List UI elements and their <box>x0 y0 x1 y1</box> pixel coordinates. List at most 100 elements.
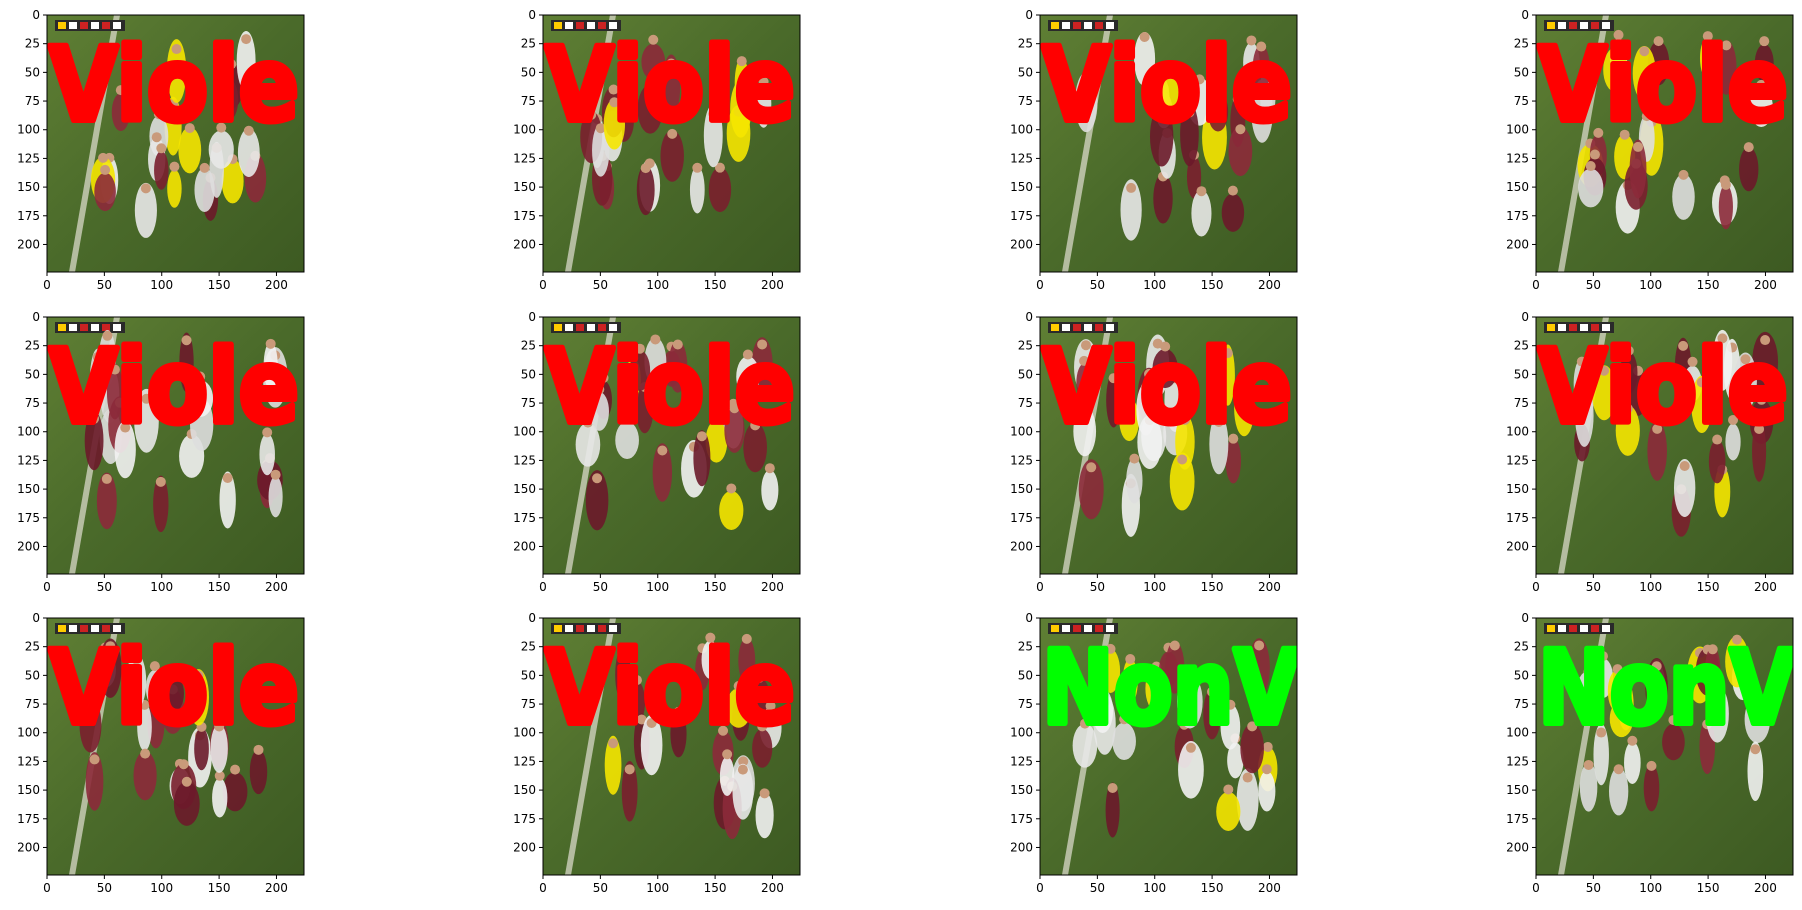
player-figure <box>575 422 601 467</box>
y-tick-label: 0 <box>528 310 536 324</box>
player-head <box>98 152 109 163</box>
y-tick-label: 0 <box>1521 310 1529 324</box>
player-head <box>741 633 752 644</box>
x-tick-label: 150 <box>208 580 231 594</box>
y-tick-label: 100 <box>513 425 536 439</box>
player-head <box>696 431 707 442</box>
player-head <box>722 749 733 760</box>
y-tick-label: 150 <box>1010 783 1033 797</box>
scoreboard-segment <box>1569 324 1577 331</box>
axes-frame <box>1535 617 1794 876</box>
frame-label: Viole <box>49 629 299 748</box>
x-tick-label: 100 <box>150 580 173 594</box>
player-head <box>742 349 753 360</box>
scoreboard-segment <box>91 625 99 632</box>
player-head <box>1668 715 1679 726</box>
scoreboard-segment <box>1580 625 1588 632</box>
y-tick-label: 125 <box>513 754 536 768</box>
player-figure <box>1220 703 1241 750</box>
x-tick-label: 0 <box>43 580 51 594</box>
player-figure <box>1725 635 1749 688</box>
player-head <box>1756 79 1767 90</box>
player-head <box>1165 68 1176 79</box>
player-head <box>1246 35 1257 46</box>
x-tick-label: 0 <box>1532 580 1540 594</box>
y-tick-label: 0 <box>528 8 536 22</box>
player-figure <box>1120 179 1142 241</box>
player-head <box>1223 784 1234 795</box>
y-tick-label: 75 <box>1018 697 1033 711</box>
y-tick-label: 200 <box>17 840 40 854</box>
x-tick-label: 200 <box>761 278 784 292</box>
player-figure <box>730 80 752 138</box>
y-tick-label: 125 <box>513 453 536 467</box>
y-tick-label: 150 <box>513 482 536 496</box>
x-tick-label: 0 <box>1532 881 1540 895</box>
player-figure <box>134 182 157 238</box>
x-tick-label: 100 <box>1143 580 1166 594</box>
subplot-1-4: Viole 0 50 100 150 200 0 25 50 75 100 125 150 175 200 <box>1506 8 1794 292</box>
player-head <box>757 721 768 732</box>
scoreboard-graphic <box>1048 322 1118 333</box>
player-figure <box>222 771 248 812</box>
player-head <box>140 183 151 194</box>
y-tick-label: 75 <box>1514 697 1529 711</box>
video-frame: Viole <box>1040 317 1297 574</box>
player-head <box>1079 718 1090 729</box>
player-figure <box>585 470 609 531</box>
player-head <box>1126 182 1137 193</box>
player-head <box>1623 345 1634 356</box>
player-figure <box>615 647 631 702</box>
frame-label: Viole <box>1042 26 1292 145</box>
player-figure <box>1178 741 1204 799</box>
player-head <box>171 44 182 55</box>
player-head <box>1576 356 1587 367</box>
player-head <box>167 666 178 677</box>
scoreboard-segment <box>80 22 88 29</box>
x-tick-label: 150 <box>208 881 231 895</box>
player-figure <box>725 688 752 728</box>
y-tick-label: 125 <box>1010 151 1033 165</box>
scoreboard-segment <box>1591 324 1599 331</box>
x-tick-label: 50 <box>97 278 112 292</box>
player-head <box>141 393 152 404</box>
player-figure <box>1221 193 1245 232</box>
player-head <box>89 413 100 424</box>
frame-label: Viole <box>1538 26 1788 145</box>
player-figure <box>1149 106 1174 167</box>
player-head <box>1169 640 1180 651</box>
y-tick-label: 50 <box>25 367 40 381</box>
player-head <box>738 756 749 767</box>
y-tick-label: 0 <box>528 611 536 625</box>
x-tick-label: 200 <box>1258 278 1281 292</box>
y-tick-label: 50 <box>1514 367 1529 381</box>
y-tick-label: 75 <box>1514 396 1529 410</box>
player-figure <box>1092 688 1114 734</box>
player-head <box>648 34 659 45</box>
player-figure <box>1747 741 1764 801</box>
x-tick-label: 150 <box>1697 278 1720 292</box>
player-figure <box>99 638 122 698</box>
video-frame: Viole <box>1536 317 1793 574</box>
player-head <box>178 759 189 770</box>
scoreboard-graphic <box>551 322 621 333</box>
player-head <box>586 109 597 120</box>
player-head <box>582 417 593 428</box>
scoreboard-segment <box>1073 324 1081 331</box>
player-head <box>100 164 111 175</box>
y-tick-label: 175 <box>17 812 40 826</box>
y-tick-label: 125 <box>1010 754 1033 768</box>
scoreboard-segment <box>1558 625 1566 632</box>
scoreboard-graphic <box>551 623 621 634</box>
y-tick-label: 75 <box>1018 94 1033 108</box>
y-tick-label: 150 <box>1506 482 1529 496</box>
scoreboard-segment <box>102 22 110 29</box>
player-head <box>102 330 113 341</box>
scoreboard-segment <box>1051 22 1059 29</box>
player-figure <box>84 411 104 471</box>
player-figure <box>164 96 182 156</box>
video-frame: Viole <box>543 317 800 574</box>
y-tick-label: 50 <box>521 367 536 381</box>
player-head <box>1125 654 1136 665</box>
scoreboard-segment <box>554 22 562 29</box>
